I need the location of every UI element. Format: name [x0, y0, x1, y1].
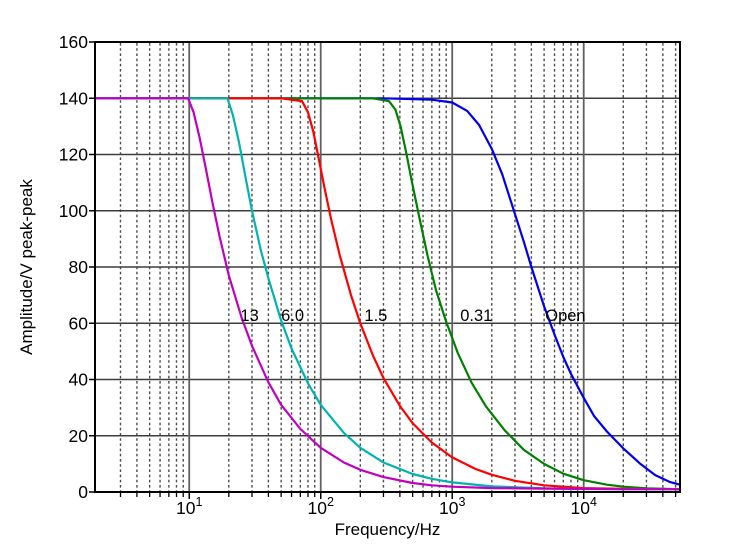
- curve-0-31: [93, 97, 682, 491]
- y-tick-label: 120: [59, 145, 88, 165]
- y-tick-label: 80: [69, 257, 89, 277]
- y-tick-label: 100: [59, 201, 88, 221]
- y-tick-label: 160: [59, 32, 88, 52]
- x-tick-label: 103: [439, 495, 465, 518]
- y-tick-label: 140: [59, 88, 88, 108]
- curve-13-label: 13: [240, 307, 258, 325]
- y-tick-label: 20: [69, 426, 89, 446]
- x-tick-label: 102: [308, 495, 334, 518]
- curve-13: [93, 97, 682, 491]
- curve-1-5-label: 1.5: [364, 307, 387, 325]
- x-tick-label: 101: [176, 495, 202, 518]
- curve-6-0: [93, 97, 682, 491]
- y-tick-label: 60: [69, 313, 89, 333]
- y-tick-label: 0: [78, 482, 88, 502]
- x-axis-title: Frequency/Hz: [334, 520, 441, 539]
- curve-open: [93, 97, 682, 486]
- curve-open-label: Open: [545, 307, 585, 325]
- curve-0-31-label: 0.31: [460, 307, 492, 325]
- plot-border: [94, 41, 681, 493]
- x-tick-label: 104: [570, 495, 596, 518]
- curve-6-0-label: 6.0: [281, 307, 304, 325]
- y-tick-label: 40: [69, 370, 89, 390]
- y-axis-title: Amplitude/V peak-peak: [17, 179, 36, 355]
- curve-1-5: [93, 97, 682, 491]
